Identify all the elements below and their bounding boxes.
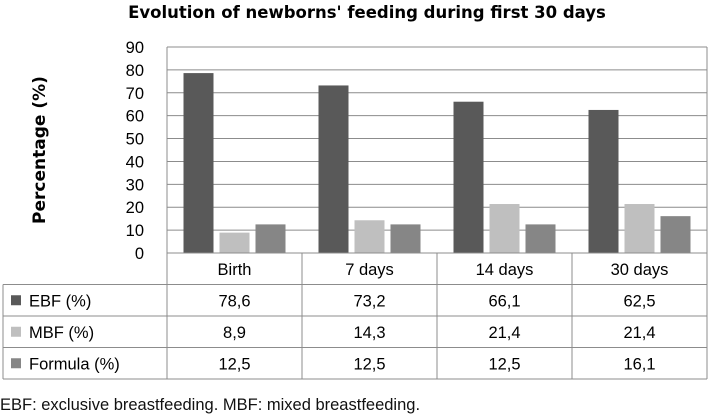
data-value: 12,5 xyxy=(488,355,520,373)
data-value: 62,5 xyxy=(623,292,655,310)
y-tick-label: 0 xyxy=(135,245,144,263)
legend-label: Formula (%) xyxy=(29,355,120,373)
bar-mbf xyxy=(489,204,520,253)
bar-formula xyxy=(660,216,691,253)
data-value: 8,9 xyxy=(223,324,246,342)
legend-key xyxy=(11,295,21,306)
category-label: 7 days xyxy=(345,261,394,279)
y-tick-label: 90 xyxy=(126,39,144,57)
data-value: 12,5 xyxy=(353,355,385,373)
legend-key xyxy=(11,326,21,337)
data-table: Birth 7 days 14 days 30 days EBF (%) 78,6 73,2… xyxy=(2,252,708,380)
bar-formula xyxy=(525,224,556,253)
bar-mbf xyxy=(624,204,655,253)
data-value: 21,4 xyxy=(623,324,655,342)
y-tick-label: 10 xyxy=(126,222,144,240)
data-value: 16,1 xyxy=(623,355,655,373)
y-tick-label: 60 xyxy=(126,108,144,126)
y-tick-label: 50 xyxy=(126,131,144,149)
bar-formula xyxy=(390,224,421,253)
bar-ebf xyxy=(318,85,349,253)
bar-mbf xyxy=(354,220,385,253)
y-tick-label: 70 xyxy=(126,85,144,103)
legend-label: MBF (%) xyxy=(29,324,94,342)
data-value: 73,2 xyxy=(353,292,385,310)
chart-title: Evolution of newborns' feeding during fi… xyxy=(128,3,606,22)
bars xyxy=(183,73,691,254)
bar-ebf xyxy=(588,109,619,253)
data-value: 78,6 xyxy=(218,292,250,310)
footnote: EBF: exclusive breastfeeding. MBF: mixed… xyxy=(0,396,421,414)
bar-ebf xyxy=(453,101,484,254)
data-value: 12,5 xyxy=(218,355,250,373)
legend-label: EBF (%) xyxy=(29,292,91,310)
legend-key xyxy=(11,358,21,369)
y-tick-label: 30 xyxy=(126,176,144,194)
y-tick-label: 80 xyxy=(126,62,144,80)
bar-formula xyxy=(255,224,286,253)
category-label: 14 days xyxy=(476,261,534,279)
y-axis-ticks: 0 10 20 30 40 50 60 70 80 90 xyxy=(126,39,144,263)
data-value: 14,3 xyxy=(353,324,385,342)
y-tick-label: 20 xyxy=(126,199,144,217)
data-value: 21,4 xyxy=(488,324,520,342)
category-label: 30 days xyxy=(611,261,669,279)
y-tick-label: 40 xyxy=(126,153,144,171)
category-label: Birth xyxy=(218,261,252,279)
bar-ebf xyxy=(183,73,214,254)
data-value: 66,1 xyxy=(488,292,520,310)
y-axis-label: Percentage (%) xyxy=(30,76,50,224)
bar-mbf xyxy=(219,232,250,253)
